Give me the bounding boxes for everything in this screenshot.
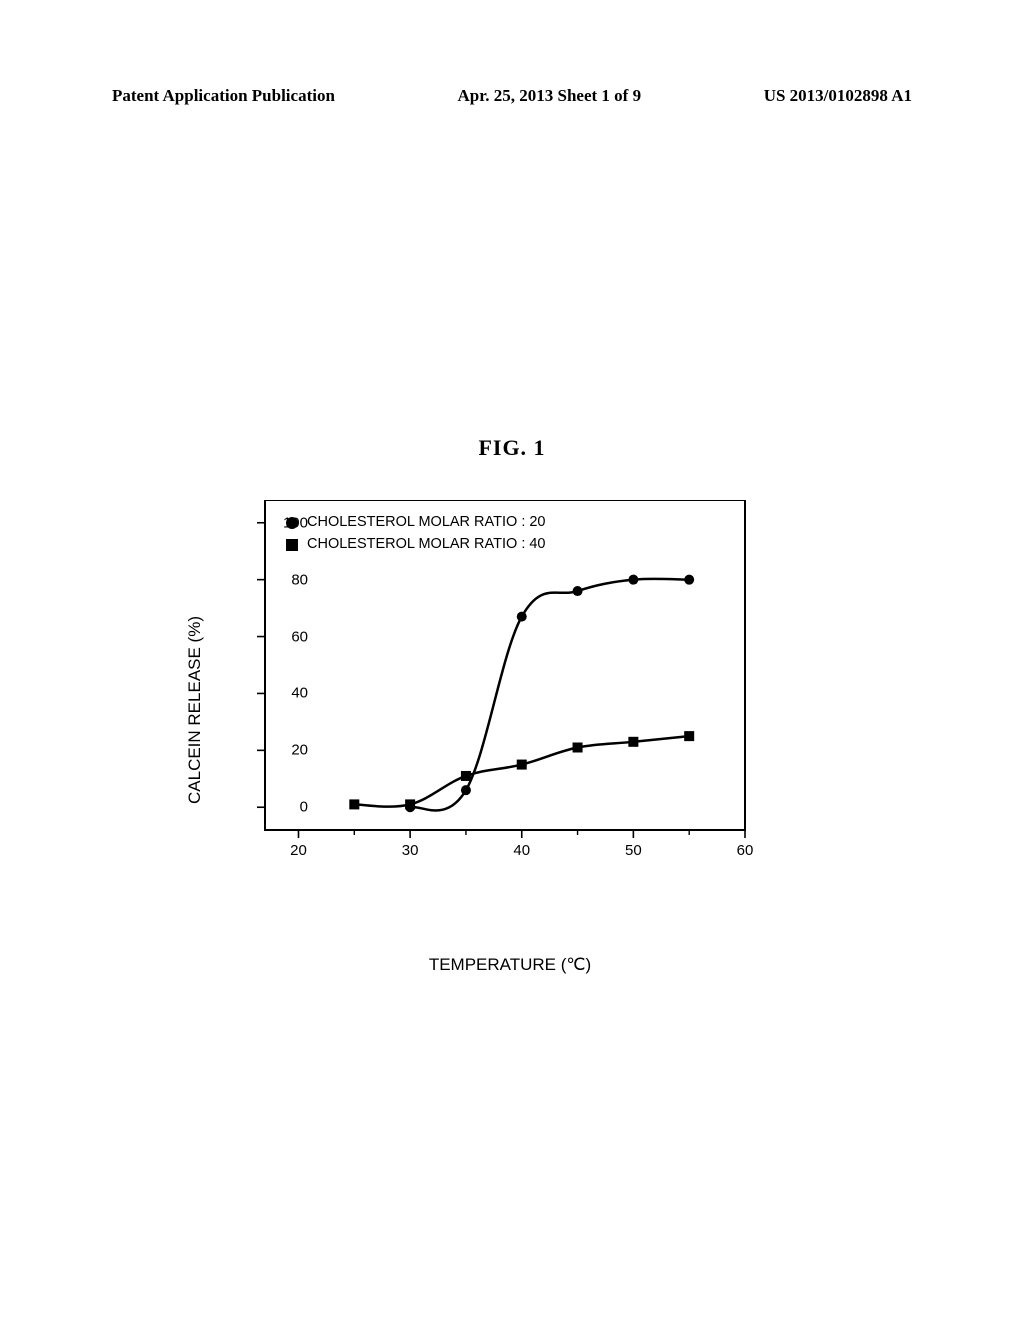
x-tick-label: 30 bbox=[402, 842, 419, 859]
legend-item: CHOLESTEROL MOLAR RATIO : 40 bbox=[285, 534, 546, 556]
legend-label: CHOLESTEROL MOLAR RATIO : 40 bbox=[307, 534, 546, 556]
y-tick-label: 80 bbox=[291, 571, 308, 588]
square-icon bbox=[285, 538, 299, 552]
y-tick-label: 0 bbox=[300, 799, 308, 816]
x-tick-label: 50 bbox=[625, 842, 642, 859]
legend-item: CHOLESTEROL MOLAR RATIO : 20 bbox=[285, 512, 546, 534]
y-tick-label: 40 bbox=[291, 685, 308, 702]
chart-container: CALCEIN RELEASE (%) TEMPERATURE (℃) CHOL… bbox=[210, 500, 810, 920]
header-left: Patent Application Publication bbox=[112, 86, 335, 106]
legend-label: CHOLESTEROL MOLAR RATIO : 20 bbox=[307, 512, 546, 534]
y-tick-label: 20 bbox=[291, 742, 308, 759]
page-header: Patent Application Publication Apr. 25, … bbox=[0, 86, 1024, 106]
y-tick-label: 60 bbox=[291, 628, 308, 645]
y-tick-label: 100 bbox=[283, 514, 308, 531]
header-right: US 2013/0102898 A1 bbox=[764, 86, 912, 106]
x-axis-label: TEMPERATURE (℃) bbox=[429, 955, 591, 975]
x-tick-label: 60 bbox=[737, 842, 754, 859]
legend: CHOLESTEROL MOLAR RATIO : 20 CHOLESTEROL… bbox=[285, 512, 546, 556]
y-axis-label: CALCEIN RELEASE (%) bbox=[185, 616, 205, 804]
x-tick-label: 20 bbox=[290, 842, 307, 859]
header-center: Apr. 25, 2013 Sheet 1 of 9 bbox=[458, 86, 642, 106]
figure-title: FIG. 1 bbox=[0, 435, 1024, 461]
x-tick-label: 40 bbox=[513, 842, 530, 859]
